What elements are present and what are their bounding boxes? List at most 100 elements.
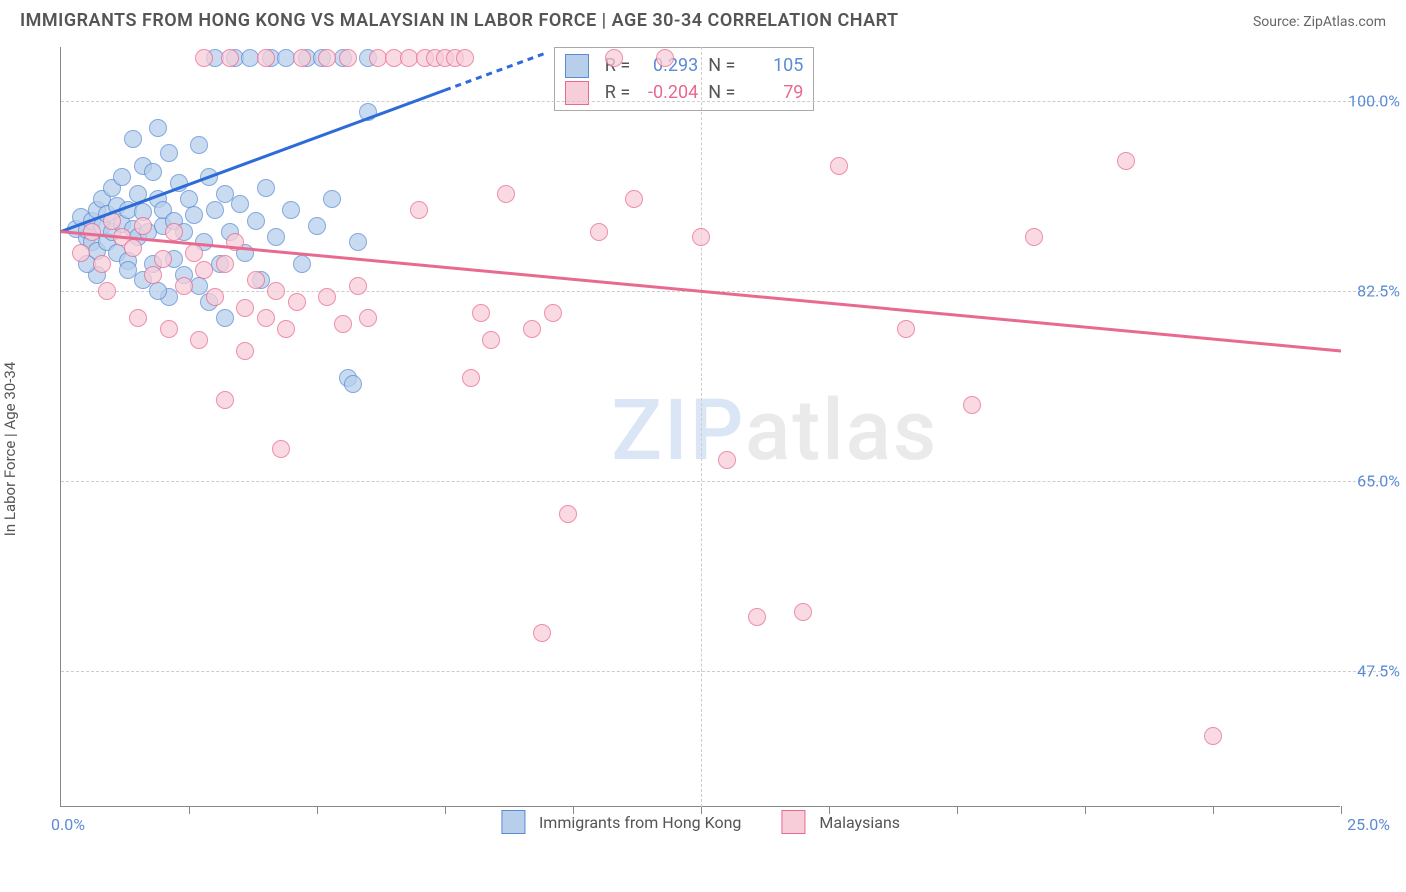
chart-header: IMMIGRANTS FROM HONG KONG VS MALAYSIAN I… bbox=[0, 0, 1406, 39]
source-label: Source: ZipAtlas.com bbox=[1253, 14, 1386, 30]
legend-label-hk: Immigrants from Hong Kong bbox=[539, 813, 741, 832]
scatter-dot-my bbox=[359, 309, 377, 327]
scatter-dot-my bbox=[318, 49, 336, 67]
scatter-dot-hk bbox=[149, 119, 167, 137]
scatter-dot-hk bbox=[282, 201, 300, 219]
x-minor-tick bbox=[573, 806, 574, 814]
scatter-dot-hk bbox=[200, 168, 218, 186]
gridline-h bbox=[61, 101, 1381, 102]
scatter-dot-my bbox=[334, 315, 352, 333]
scatter-dot-my bbox=[257, 309, 275, 327]
scatter-dot-my bbox=[472, 304, 490, 322]
scatter-dot-my bbox=[339, 49, 357, 67]
x-minor-tick bbox=[1085, 806, 1086, 814]
scatter-dot-my bbox=[656, 49, 674, 67]
scatter-dot-my bbox=[288, 293, 306, 311]
scatter-dot-my bbox=[1204, 727, 1222, 745]
scatter-dot-hk bbox=[323, 190, 341, 208]
scatter-dot-my bbox=[267, 282, 285, 300]
chart-container: In Labor Force | Age 30-34 ZIPatlas R = … bbox=[20, 39, 1386, 859]
scatter-dot-my bbox=[897, 320, 915, 338]
stats-n-label: N = bbox=[708, 52, 735, 79]
scatter-dot-hk bbox=[257, 179, 275, 197]
scatter-dot-my bbox=[236, 299, 254, 317]
scatter-dot-hk bbox=[119, 261, 137, 279]
x-minor-tick bbox=[829, 806, 830, 814]
scatter-dot-my bbox=[185, 244, 203, 262]
x-minor-tick bbox=[317, 806, 318, 814]
x-minor-tick bbox=[957, 806, 958, 814]
scatter-dot-my bbox=[134, 217, 152, 235]
scatter-dot-my bbox=[349, 277, 367, 295]
scatter-dot-my bbox=[410, 201, 428, 219]
scatter-dot-my bbox=[236, 342, 254, 360]
scatter-dot-hk bbox=[293, 255, 311, 273]
x-minor-tick bbox=[701, 806, 702, 814]
legend-swatch-my-2 bbox=[781, 810, 805, 834]
scatter-dot-hk bbox=[231, 195, 249, 213]
scatter-dot-my bbox=[103, 212, 121, 230]
scatter-dot-hk bbox=[149, 282, 167, 300]
scatter-dot-my bbox=[692, 228, 710, 246]
y-tick-label: 65.0% bbox=[1345, 472, 1400, 491]
scatter-dot-my bbox=[272, 440, 290, 458]
scatter-dot-hk bbox=[344, 375, 362, 393]
scatter-dot-my bbox=[175, 277, 193, 295]
scatter-dot-my bbox=[72, 244, 90, 262]
scatter-dot-my bbox=[124, 239, 142, 257]
scatter-dot-my bbox=[226, 233, 244, 251]
scatter-dot-my bbox=[195, 49, 213, 67]
scatter-dot-my bbox=[718, 451, 736, 469]
scatter-dot-my bbox=[277, 320, 295, 338]
scatter-dot-hk bbox=[129, 185, 147, 203]
scatter-dot-hk bbox=[359, 103, 377, 121]
scatter-dot-my bbox=[154, 250, 172, 268]
stats-n-hk: 105 bbox=[745, 52, 803, 79]
gridline-v bbox=[701, 47, 702, 807]
scatter-dot-hk bbox=[160, 144, 178, 162]
scatter-dot-my bbox=[216, 255, 234, 273]
scatter-dot-my bbox=[794, 603, 812, 621]
stats-row-hk: R = 0.293 N = 105 bbox=[565, 52, 804, 79]
scatter-dot-hk bbox=[308, 217, 326, 235]
scatter-dot-my bbox=[590, 223, 608, 241]
x-tick-left: 0.0% bbox=[51, 815, 85, 834]
scatter-dot-my bbox=[165, 223, 183, 241]
x-minor-tick bbox=[1213, 806, 1214, 814]
scatter-dot-my bbox=[605, 49, 623, 67]
legend-item-my: Malaysians bbox=[781, 810, 900, 834]
scatter-dot-hk bbox=[267, 228, 285, 246]
scatter-dot-my bbox=[98, 282, 116, 300]
scatter-dot-hk bbox=[124, 130, 142, 148]
scatter-dot-my bbox=[129, 309, 147, 327]
gridline-h bbox=[61, 291, 1381, 292]
scatter-dot-hk bbox=[190, 136, 208, 154]
scatter-dot-my bbox=[195, 261, 213, 279]
scatter-dot-my bbox=[160, 320, 178, 338]
y-tick-label: 100.0% bbox=[1345, 92, 1400, 111]
scatter-dot-my bbox=[482, 331, 500, 349]
scatter-dot-my bbox=[190, 331, 208, 349]
legend-swatch-hk-2 bbox=[501, 810, 525, 834]
scatter-dot-my bbox=[462, 369, 480, 387]
scatter-dot-my bbox=[625, 190, 643, 208]
scatter-dot-my bbox=[559, 505, 577, 523]
scatter-dot-my bbox=[257, 49, 275, 67]
scatter-dot-my bbox=[206, 288, 224, 306]
x-minor-tick bbox=[1341, 806, 1342, 814]
scatter-dot-my bbox=[544, 304, 562, 322]
x-minor-tick bbox=[189, 806, 190, 814]
y-axis-label: In Labor Force | Age 30-34 bbox=[1, 362, 19, 536]
scatter-dot-my bbox=[456, 49, 474, 67]
y-tick-label: 82.5% bbox=[1345, 282, 1400, 301]
x-minor-tick bbox=[445, 806, 446, 814]
legend-item-hk: Immigrants from Hong Kong bbox=[501, 810, 741, 834]
scatter-dot-my bbox=[523, 320, 541, 338]
scatter-dot-hk bbox=[247, 212, 265, 230]
scatter-dot-hk bbox=[180, 190, 198, 208]
scatter-dot-my bbox=[293, 49, 311, 67]
scatter-dot-hk bbox=[113, 168, 131, 186]
watermark: ZIPatlas bbox=[611, 381, 938, 480]
plot-area: ZIPatlas R = 0.293 N = 105 R = -0.204 N … bbox=[60, 47, 1340, 807]
y-tick-label: 47.5% bbox=[1345, 662, 1400, 681]
